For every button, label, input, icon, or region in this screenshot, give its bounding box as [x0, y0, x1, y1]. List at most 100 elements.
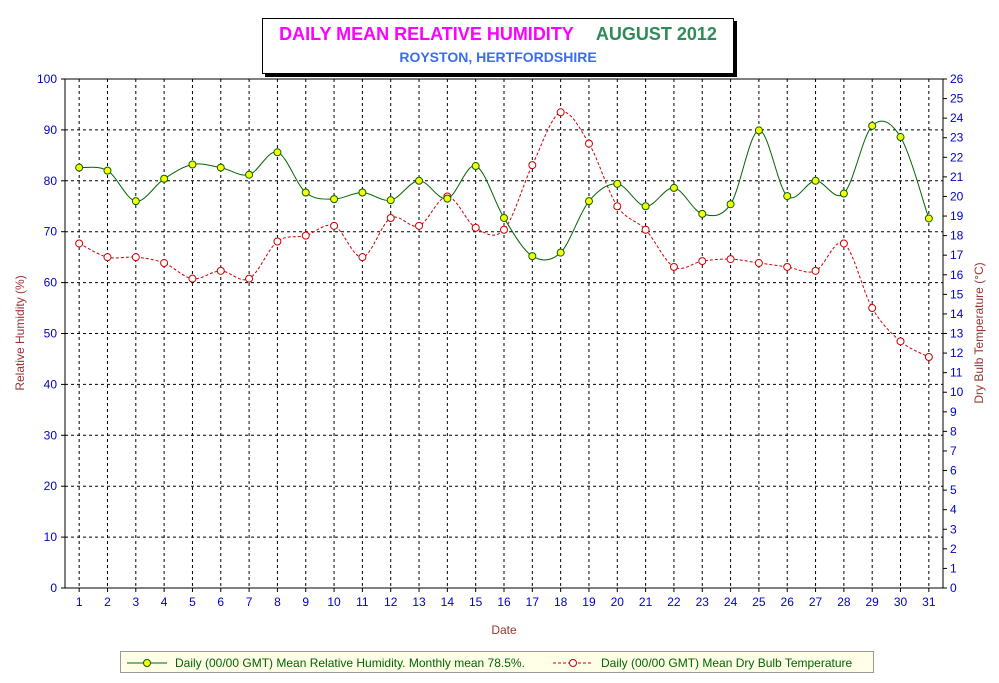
- chart-title-line: DAILY MEAN RELATIVE HUMIDITY AUGUST 2012: [263, 24, 733, 45]
- temperature-point: [868, 304, 877, 313]
- x-tick-label: 4: [161, 595, 168, 609]
- humidity-point: [698, 209, 707, 218]
- x-tick-label: 5: [189, 595, 196, 609]
- y2-axis-label: Dry Bulb Temperature (°C): [972, 262, 986, 403]
- humidity-point: [103, 166, 112, 175]
- humidity-point: [415, 176, 424, 185]
- x-tick-label: 16: [497, 595, 511, 609]
- x-tick-label: 19: [582, 595, 596, 609]
- series-layer: [75, 108, 933, 361]
- y-tick-label: 100: [37, 72, 57, 86]
- temperature-point: [131, 253, 140, 262]
- legend-item-humidity: Daily (00/00 GMT) Mean Relative Humidity…: [125, 655, 525, 671]
- chart-title: DAILY MEAN RELATIVE HUMIDITY: [279, 24, 574, 44]
- x-tick-label: 10: [327, 595, 341, 609]
- x-tick-label: 2: [104, 595, 111, 609]
- y2-tick-label: 25: [950, 92, 964, 106]
- x-tick-label: 28: [837, 595, 851, 609]
- x-tick-label: 21: [639, 595, 653, 609]
- y2-tick-label: 19: [950, 209, 964, 223]
- humidity-point: [75, 163, 84, 172]
- y2-tick-label: 24: [950, 111, 964, 125]
- temperature-point: [103, 253, 112, 262]
- humidity-point: [783, 192, 792, 201]
- temperature-point: [75, 239, 84, 248]
- x-tick-label: 17: [526, 595, 540, 609]
- temperature-point: [500, 225, 508, 234]
- temperature-point: [669, 262, 678, 271]
- temperature-point: [386, 213, 395, 222]
- humidity-point: [500, 213, 508, 222]
- temperature-point: [188, 274, 197, 283]
- y2-axis-ticks: 0123456789101112131415161718192021222324…: [943, 72, 964, 595]
- x-tick-label: 6: [217, 595, 224, 609]
- temperature-point: [924, 352, 933, 361]
- x-tick-label: 7: [246, 595, 253, 609]
- temperature-point: [896, 337, 905, 346]
- y2-tick-label: 11: [950, 366, 963, 380]
- y2-tick-label: 1: [950, 561, 957, 575]
- y2-tick-label: 13: [950, 327, 964, 341]
- y2-tick-label: 12: [950, 346, 964, 360]
- legend-item-temperature: Daily (00/00 GMT) Mean Dry Bulb Temperat…: [551, 655, 852, 671]
- humidity-point: [896, 133, 905, 142]
- y2-tick-label: 6: [950, 464, 957, 478]
- x-tick-label: 22: [667, 595, 681, 609]
- y-tick-label: 90: [44, 123, 58, 137]
- x-tick-label: 9: [302, 595, 309, 609]
- temperature-point: [613, 202, 622, 211]
- temperature-point: [556, 108, 565, 117]
- y2-tick-label: 0: [950, 581, 957, 595]
- y2-tick-label: 10: [950, 385, 964, 399]
- humidity-point: [273, 148, 282, 157]
- humidity-point: [160, 174, 169, 183]
- humidity-point: [669, 183, 678, 192]
- y2-tick-label: 18: [950, 229, 964, 243]
- legend-humidity-swatch: [127, 659, 167, 667]
- temperature-point: [160, 259, 169, 268]
- y-tick-label: 0: [50, 581, 57, 595]
- y-tick-label: 30: [44, 428, 58, 442]
- y2-tick-label: 5: [950, 483, 957, 497]
- chart-title-box: DAILY MEAN RELATIVE HUMIDITY AUGUST 2012 …: [262, 18, 734, 74]
- x-tick-label: 11: [356, 595, 369, 609]
- y2-tick-label: 21: [950, 170, 964, 184]
- humidity-point: [726, 200, 735, 209]
- x-tick-label: 8: [274, 595, 281, 609]
- y2-tick-label: 3: [950, 522, 957, 536]
- humidity-point: [443, 194, 452, 203]
- y2-tick-label: 23: [950, 131, 964, 145]
- y-tick-label: 10: [44, 530, 58, 544]
- legend: Daily (00/00 GMT) Mean Relative Humidity…: [120, 651, 874, 673]
- humidity-point: [641, 202, 650, 211]
- legend-temperature-label: Daily (00/00 GMT) Mean Dry Bulb Temperat…: [601, 656, 853, 670]
- temperature-point: [811, 266, 820, 275]
- x-tick-label: 31: [922, 595, 936, 609]
- humidity-point: [754, 126, 763, 135]
- x-tick-label: 1: [76, 595, 83, 609]
- legend-humidity-label: Daily (00/00 GMT) Mean Relative Humidity…: [175, 656, 525, 670]
- humidity-point: [924, 214, 933, 223]
- temperature-point: [471, 223, 480, 232]
- humidity-point: [584, 197, 593, 206]
- y-axis-label: Relative Humidity (%): [13, 275, 27, 390]
- temperature-point: [415, 221, 424, 230]
- y2-tick-label: 17: [950, 248, 964, 262]
- x-tick-label: 3: [132, 595, 139, 609]
- y-tick-label: 40: [44, 377, 58, 391]
- humidity-point: [386, 196, 395, 205]
- temperature-point: [216, 266, 225, 275]
- humidity-point: [216, 163, 225, 172]
- temperature-point: [358, 253, 367, 262]
- temperature-point: [839, 239, 848, 248]
- y2-tick-label: 16: [950, 268, 964, 282]
- x-tick-label: 12: [384, 595, 398, 609]
- y-tick-label: 80: [44, 174, 58, 188]
- y-axis-ticks: 0 10 20 30 40 50 60 70 80 90 100: [37, 72, 65, 595]
- x-tick-label: 30: [894, 595, 908, 609]
- y2-tick-label: 2: [950, 542, 957, 556]
- temperature-point: [273, 237, 282, 246]
- x-tick-label: 14: [441, 595, 455, 609]
